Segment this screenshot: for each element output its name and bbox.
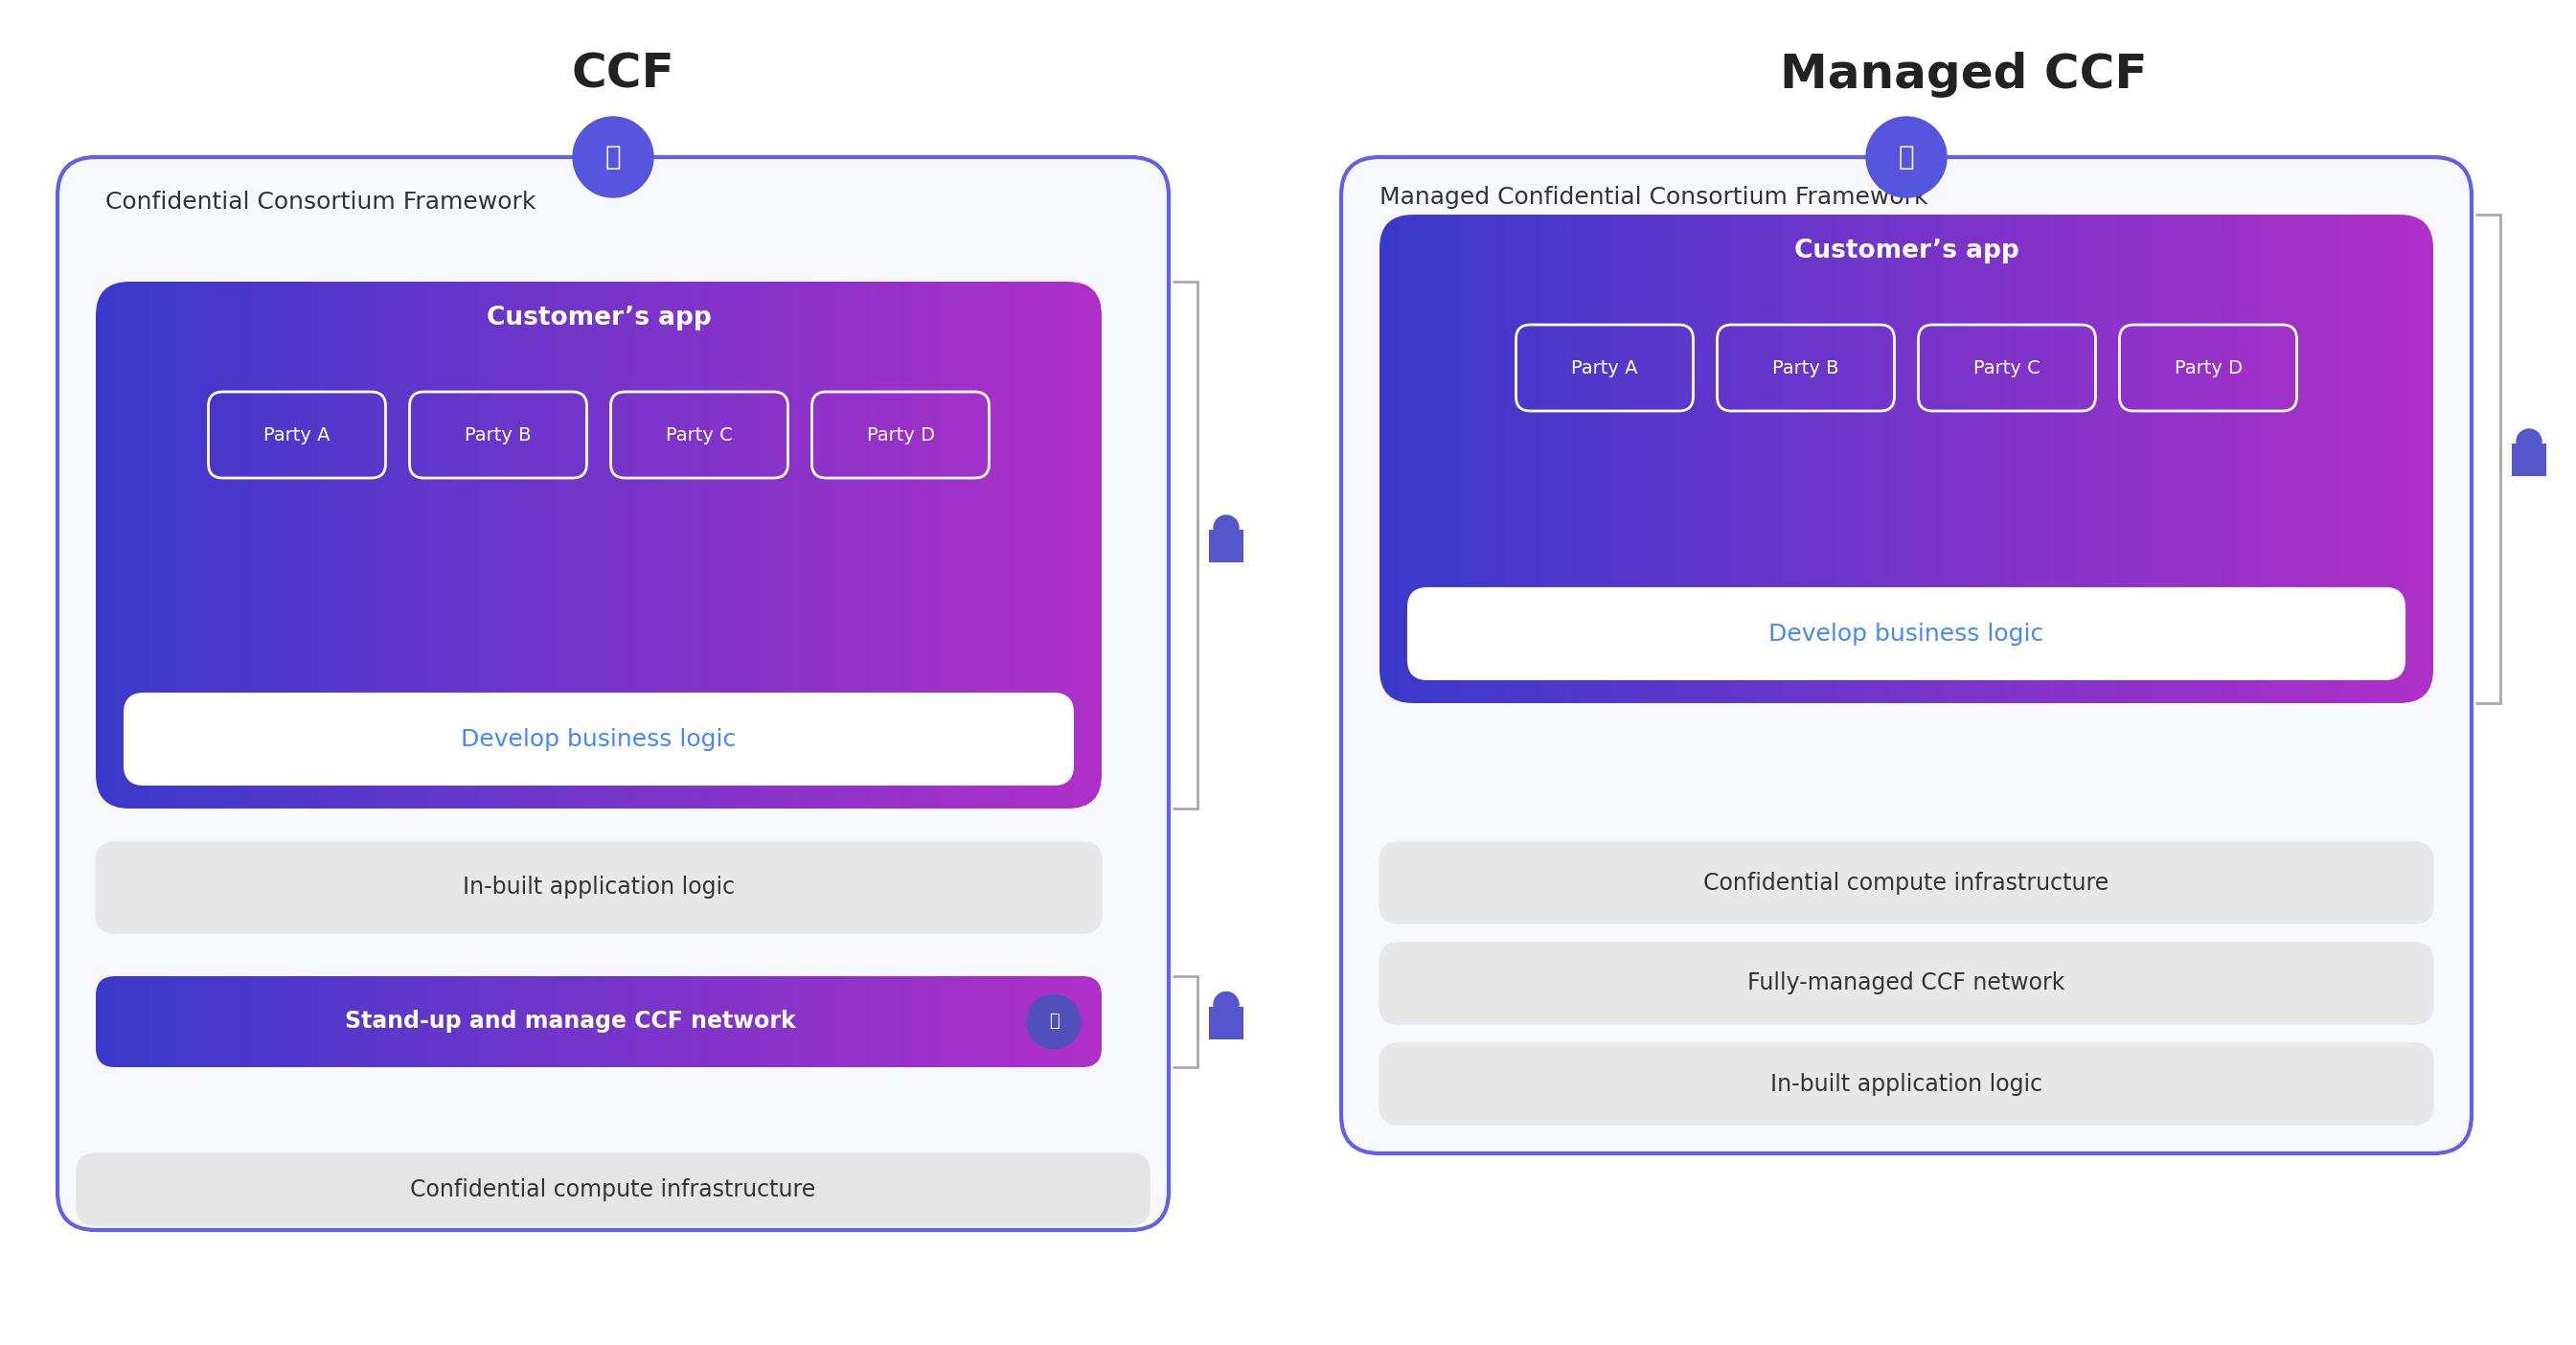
Text: Fully-managed CCF network: Fully-managed CCF network	[1747, 972, 2066, 995]
Text: Stand-up and manage CCF network: Stand-up and manage CCF network	[345, 1010, 796, 1033]
Text: Party B: Party B	[1772, 359, 1839, 377]
Bar	[1208, 530, 1244, 566]
Text: Confidential Consortium Framework: Confidential Consortium Framework	[106, 191, 536, 214]
Text: Party C: Party C	[1973, 359, 2040, 377]
Bar	[1206, 1038, 1247, 1059]
Text: Party A: Party A	[1571, 359, 1638, 377]
Circle shape	[572, 117, 654, 198]
Text: Confidential compute infrastructure: Confidential compute infrastructure	[410, 1178, 817, 1201]
Text: CCF: CCF	[572, 51, 675, 98]
Circle shape	[1213, 515, 1239, 541]
Text: Party D: Party D	[866, 426, 935, 444]
Text: Managed CCF: Managed CCF	[1780, 51, 2148, 98]
Text: Party C: Party C	[667, 426, 732, 444]
Circle shape	[1865, 117, 1947, 198]
FancyBboxPatch shape	[1342, 157, 2470, 1154]
FancyBboxPatch shape	[1409, 588, 2403, 679]
Circle shape	[2517, 429, 2543, 455]
Text: Customer’s app: Customer’s app	[487, 305, 711, 331]
FancyBboxPatch shape	[1381, 943, 2434, 1024]
Text: Party A: Party A	[263, 426, 330, 444]
FancyBboxPatch shape	[1381, 842, 2434, 924]
Text: Customer’s app: Customer’s app	[1793, 238, 2020, 264]
Bar	[1206, 562, 1247, 581]
Text: Develop business logic: Develop business logic	[461, 728, 737, 751]
Text: Confidential compute infrastructure: Confidential compute infrastructure	[1703, 872, 2110, 894]
FancyBboxPatch shape	[95, 842, 1103, 933]
Text: In-built application logic: In-built application logic	[464, 876, 734, 898]
Circle shape	[1213, 993, 1239, 1017]
Text: Develop business logic: Develop business logic	[1770, 623, 2043, 646]
Text: Party D: Party D	[2174, 359, 2241, 377]
FancyBboxPatch shape	[77, 1154, 1149, 1225]
Text: Managed Confidential Consortium Framework: Managed Confidential Consortium Framewor…	[1381, 186, 1927, 208]
Bar	[2512, 444, 2545, 480]
Text: 🔒: 🔒	[605, 144, 621, 171]
Circle shape	[1028, 995, 1079, 1049]
Text: 🔒: 🔒	[1899, 144, 1914, 171]
Text: 🔒: 🔒	[1048, 1013, 1059, 1030]
Text: In-built application logic: In-built application logic	[1770, 1072, 2043, 1095]
Bar	[1208, 1006, 1244, 1042]
FancyBboxPatch shape	[1381, 1044, 2434, 1124]
Bar	[2509, 476, 2550, 495]
Text: Party B: Party B	[464, 426, 531, 444]
FancyBboxPatch shape	[124, 694, 1074, 784]
FancyBboxPatch shape	[57, 157, 1170, 1231]
